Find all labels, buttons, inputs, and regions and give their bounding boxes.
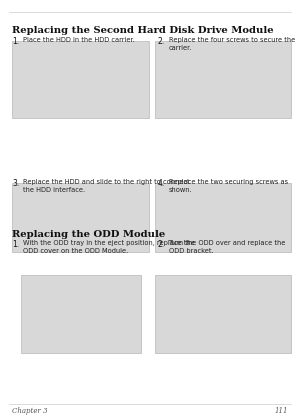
Text: 2.: 2. bbox=[158, 37, 165, 46]
Bar bbox=[154, 41, 291, 118]
Text: Replace the two securing screws as shown.: Replace the two securing screws as shown… bbox=[169, 179, 288, 193]
Bar bbox=[154, 183, 291, 252]
Text: Replacing the Second Hard Disk Drive Module: Replacing the Second Hard Disk Drive Mod… bbox=[12, 26, 274, 35]
Text: 4.: 4. bbox=[158, 179, 165, 188]
Text: With the ODD tray in the eject position, replace the
ODD cover on the ODD Module: With the ODD tray in the eject position,… bbox=[23, 240, 195, 254]
Text: 2.: 2. bbox=[158, 240, 165, 249]
Text: Replacing the ODD Module: Replacing the ODD Module bbox=[12, 230, 165, 239]
Bar bbox=[12, 41, 148, 118]
Bar bbox=[21, 275, 141, 353]
Text: Replace the four screws to secure the carrier.: Replace the four screws to secure the ca… bbox=[169, 37, 295, 51]
Text: Replace the HDD and slide to the right to connect
the HDD interface.: Replace the HDD and slide to the right t… bbox=[23, 179, 190, 193]
Bar bbox=[154, 275, 291, 353]
Text: Place the HDD in the HDD carrier.: Place the HDD in the HDD carrier. bbox=[23, 37, 135, 43]
Text: 1.: 1. bbox=[12, 37, 19, 46]
Text: 1.: 1. bbox=[12, 240, 19, 249]
Text: Chapter 3: Chapter 3 bbox=[12, 407, 48, 415]
Text: Turn the ODD over and replace the ODD bracket.: Turn the ODD over and replace the ODD br… bbox=[169, 240, 285, 254]
Text: 111: 111 bbox=[274, 407, 288, 415]
Text: 3.: 3. bbox=[12, 179, 19, 188]
Bar bbox=[12, 183, 148, 252]
